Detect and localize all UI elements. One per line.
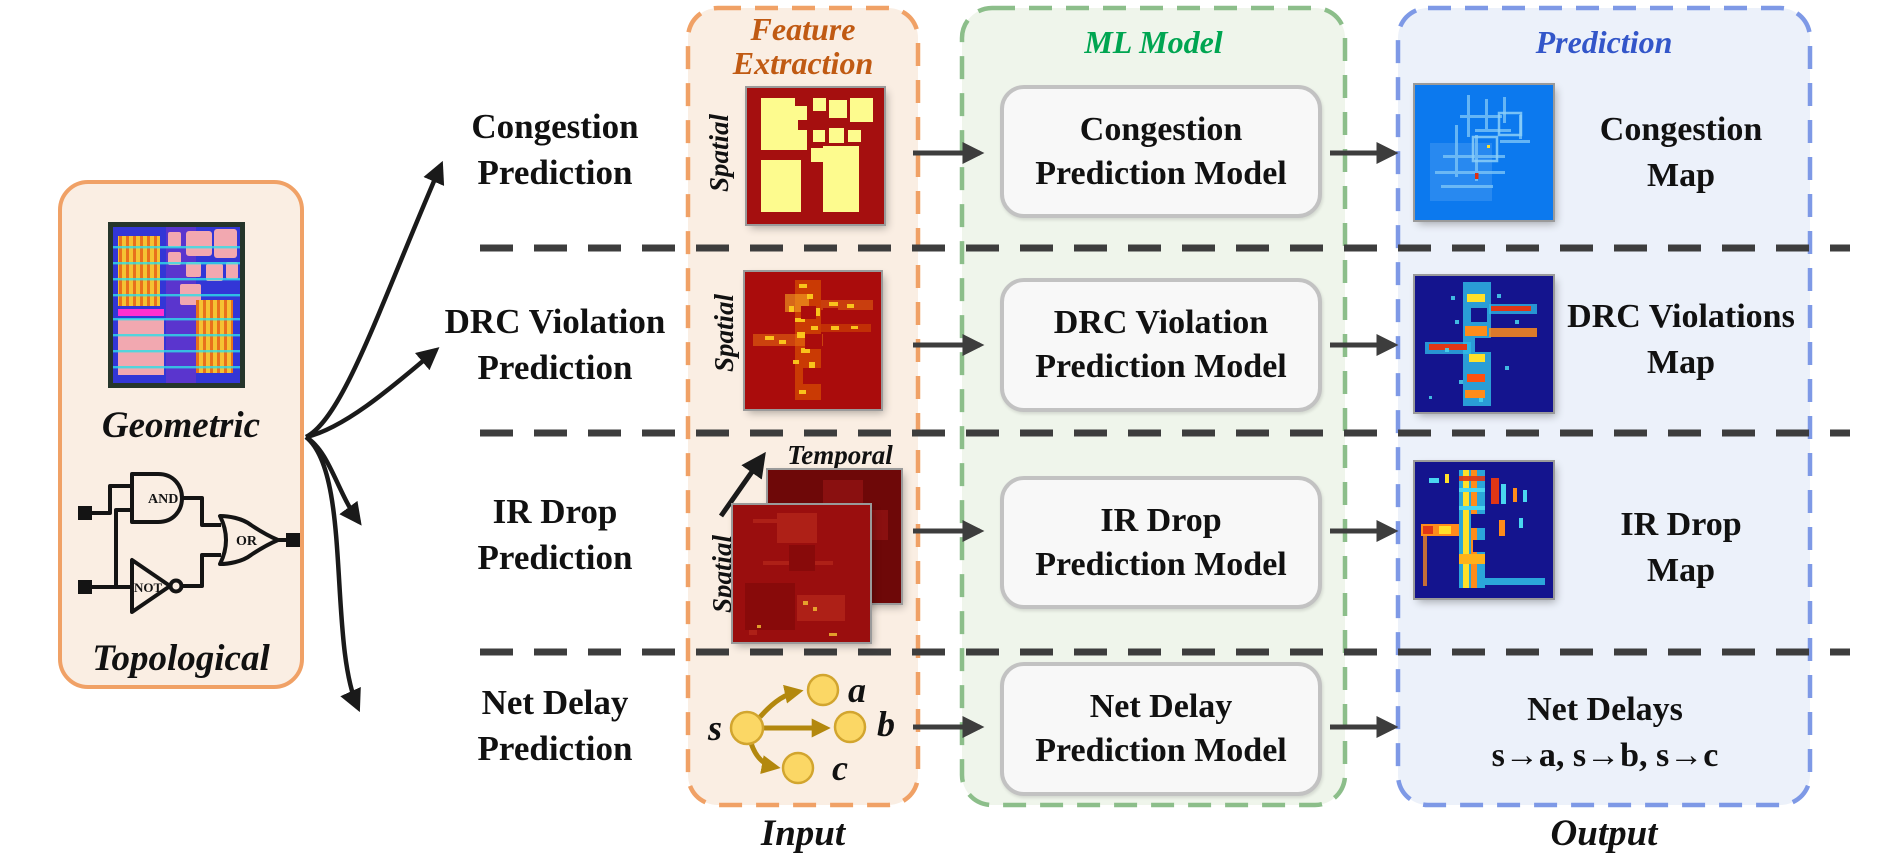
task-label-congestion: Congestion Prediction <box>471 107 639 192</box>
flow-arrows <box>913 141 1399 739</box>
congestion-model-box: Congestion Prediction Model <box>1000 85 1322 218</box>
ir-drop-map-label: IR Drop Map <box>1620 506 1742 589</box>
graph-label-a: a <box>848 670 866 710</box>
graph-node-b <box>833 710 867 744</box>
chip-layout-image <box>108 222 245 388</box>
circuit-input2-pin <box>78 580 92 594</box>
graph-label-s: s <box>707 708 722 748</box>
congestion-model-label: Congestion Prediction Model <box>1035 110 1287 192</box>
congestion-map-label: Congestion Map <box>1599 111 1763 194</box>
ir-input-image-front <box>733 505 870 642</box>
drc-input-image <box>745 272 881 409</box>
net-delay-model-label: Net Delay Prediction Model <box>1035 688 1287 769</box>
task-label-ir-drop: IR Drop Prediction <box>477 492 633 577</box>
row-separators <box>480 244 1850 656</box>
temporal-arrow <box>718 451 766 518</box>
logic-circuit-image: AND OR NOT <box>78 472 300 614</box>
geometric-label: Geometric <box>101 405 261 446</box>
temporal-label: Temporal <box>787 440 893 470</box>
graph-label-b: b <box>877 704 895 744</box>
ir-drop-model-label: IR Drop Prediction Model <box>1035 501 1287 583</box>
task-fan-arrows <box>304 160 445 713</box>
spatial-label-row1: Spatial <box>704 113 734 193</box>
fan-arrow-drc <box>305 347 440 440</box>
output-footer-label: Output <box>1550 813 1658 854</box>
graph-node-s <box>729 710 765 746</box>
fan-arrow-net-delay <box>304 435 361 713</box>
drc-map-image <box>1415 276 1553 412</box>
or-gate-label: OR <box>236 534 258 549</box>
graph-node-c <box>781 751 815 785</box>
congestion-input-image <box>747 88 884 224</box>
spatial-label-row2: Spatial <box>709 293 739 373</box>
and-gate-label: AND <box>148 492 178 507</box>
graph-node-a <box>806 673 840 707</box>
circuit-output-pin <box>286 533 300 547</box>
graph-edge-s-a <box>758 684 804 719</box>
net-graph-image: s a b c <box>707 670 895 788</box>
feature-extraction-title: Feature Extraction <box>732 11 874 81</box>
prediction-title: Prediction <box>1535 24 1673 60</box>
topological-label: Topological <box>92 638 270 679</box>
circuit-input1-pin <box>78 506 92 520</box>
task-label-net-delay: Net Delay Prediction <box>477 683 633 768</box>
ir-drop-model-box: IR Drop Prediction Model <box>1000 476 1322 609</box>
ml-model-title: ML Model <box>1084 24 1223 60</box>
ir-drop-map-image <box>1415 462 1553 598</box>
graph-label-c: c <box>832 748 848 788</box>
congestion-map-image <box>1415 85 1553 220</box>
task-label-drc: DRC Violation Prediction <box>444 302 666 387</box>
net-delay-model-box: Net Delay Prediction Model <box>1000 662 1322 796</box>
net-delays-label: Net Delays s→a, s→b, s→c <box>1491 691 1719 774</box>
drc-map-label: DRC Violations Map <box>1567 298 1795 381</box>
drc-model-box: DRC Violation Prediction Model <box>1000 278 1322 412</box>
fan-arrow-congestion <box>304 160 445 440</box>
graph-edge-s-c <box>748 742 781 774</box>
not-gate-label: NOT <box>134 580 163 595</box>
drc-model-label: DRC Violation Prediction Model <box>1035 304 1287 385</box>
input-footer-label: Input <box>760 813 846 854</box>
